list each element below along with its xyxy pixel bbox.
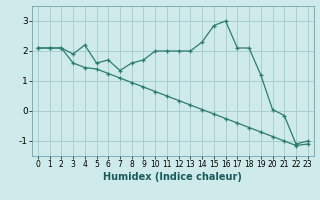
X-axis label: Humidex (Indice chaleur): Humidex (Indice chaleur): [103, 172, 242, 182]
